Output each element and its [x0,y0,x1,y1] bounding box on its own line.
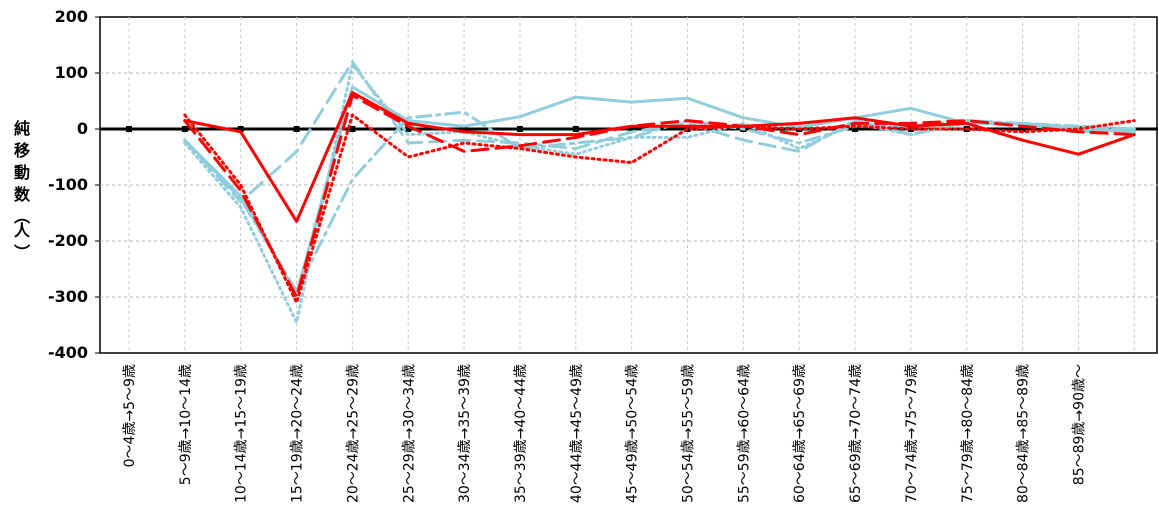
x-tick-label: 25～29歳→30～34歳 [401,364,417,503]
zero-marker [461,126,468,132]
y-tick-label: 200 [55,7,88,26]
x-tick-label: 40～44歳→45～49歳 [569,364,585,503]
zero-marker [349,126,356,132]
zero-marker [516,126,523,132]
x-tick-label: 5～9歳→10～14歳 [178,364,194,485]
series-line [183,93,1136,299]
x-tick-label: 70～74歳→75～79歳 [904,364,920,503]
series-line [183,63,1136,324]
zero-marker [572,126,579,132]
y-axis-title-char: 純 [14,119,30,138]
x-tick-label: 35～39歳→40～44歳 [513,364,529,503]
y-tick-label: -200 [48,231,88,250]
x-tick-label: 65～69歳→70～74歳 [848,364,864,503]
zero-marker [181,126,188,132]
zero-marker [852,126,859,132]
zero-marker [126,126,132,132]
y-axis-title-char: 数 [14,185,31,204]
x-tick-label: 10～14歳→15～19歳 [234,364,250,503]
x-tick-label: 30～34歳→35～39歳 [457,364,473,503]
x-tick-label: 75～79歳→80～84歳 [960,364,976,503]
y-tick-label: -100 [48,175,88,194]
x-tick-label: 80～84歳→85～89歳 [1016,364,1032,503]
zero-marker [628,126,635,132]
x-tick-label: 85～89歳→90歳～ [1071,364,1087,485]
y-tick-label: 100 [55,63,88,82]
zero-marker [237,126,244,132]
x-tick-label: 60～64歳→65～69歳 [792,364,808,503]
x-tick-label: 50～54歳→55～59歳 [681,364,697,503]
y-axis-title-char: 人 [14,221,31,240]
x-tick-label: 20～24歳→25～29歳 [345,364,361,503]
y-axis-title-char: 移 [14,141,30,160]
y-axis-title-char: ） [12,244,31,260]
y-axis-title-char: 動 [14,163,30,182]
y-tick-label: 0 [77,119,88,138]
zero-marker [1019,126,1026,132]
x-tick-label: 15～19歳→20～24歳 [290,364,306,503]
y-tick-label: -400 [48,343,88,362]
series-line [183,110,1136,293]
x-tick-label: 0～4歳→5～9歳 [122,364,138,467]
x-tick-label: 55～59歳→60～64歳 [736,364,752,503]
y-axis-title-char: （ [12,208,31,224]
series-line [183,113,1136,305]
x-tick-label: 45～49歳→50～54歳 [625,364,641,503]
zero-marker [293,126,300,132]
series-line [183,91,1136,223]
y-tick-label: -300 [48,287,88,306]
zero-marker [405,126,412,132]
